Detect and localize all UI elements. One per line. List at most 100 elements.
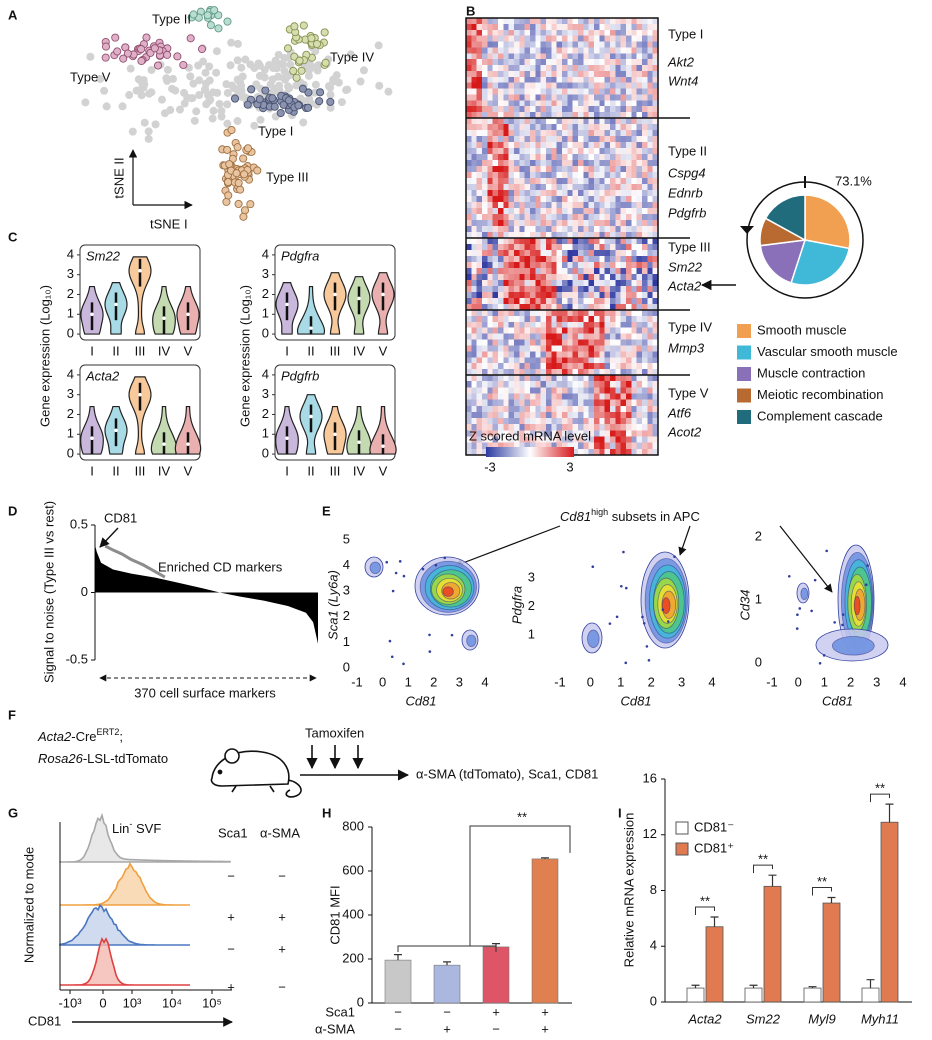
heatmap-cell: [514, 124, 520, 131]
heatmap-cell: [492, 369, 499, 376]
heatmap-cell: [466, 375, 472, 382]
heatmap-cell: [572, 232, 579, 239]
heatmap-cell: [482, 333, 488, 340]
heatmap-cell: [535, 411, 541, 419]
heatmap-cell: [514, 178, 520, 185]
heatmap-cell: [471, 184, 477, 191]
heatmap-cell: [636, 250, 643, 257]
heatmap-cell: [636, 244, 643, 251]
heatmap-cell: [535, 315, 541, 323]
heatmap-cell: [503, 268, 509, 275]
heatmap-cell: [524, 172, 531, 179]
heatmap-cell: [530, 214, 536, 221]
heatmap-cell: [588, 393, 595, 400]
bar: [433, 964, 461, 1004]
heatmap-cell: [535, 268, 541, 275]
heatmap-cell: [492, 190, 499, 197]
heatmap-cell: [652, 154, 659, 161]
heatmap-cell: [471, 106, 477, 113]
heatmap-cell: [540, 262, 547, 269]
heatmap-cell: [636, 35, 643, 42]
heatmap-cell: [631, 94, 637, 101]
heatmap-cell: [610, 399, 616, 407]
heatmap-cell: [524, 136, 531, 143]
heatmap-cell: [492, 29, 499, 36]
heatmap-cell: [642, 256, 648, 263]
heatmap-cell: [647, 53, 653, 60]
heatmap-cell: [556, 418, 563, 425]
heatmap-cell: [466, 76, 472, 84]
heatmap-cell: [631, 292, 637, 299]
heatmap-cell: [620, 369, 627, 376]
background-cell: [343, 85, 352, 94]
heatmap-cell: [492, 166, 499, 173]
heatmap-cell: [503, 238, 509, 245]
heatmap-cell: [556, 23, 563, 31]
heatmap-cell: [471, 418, 477, 425]
heatmap-cell: [535, 148, 541, 155]
heatmap-cell: [642, 172, 648, 179]
row-label: α-SMA: [315, 1021, 355, 1036]
bar: [803, 987, 822, 1003]
heatmap-cell: [503, 59, 509, 66]
heatmap-cell: [471, 190, 477, 197]
x-tick-label: III: [135, 343, 146, 358]
heatmap-cell: [551, 178, 557, 185]
heatmap-cell: [471, 321, 477, 329]
heatmap-cell: [647, 41, 653, 48]
heatmap-cell: [652, 268, 659, 275]
heatmap-cell: [519, 327, 525, 334]
heatmap-cell: [556, 339, 563, 346]
heatmap-cell: [556, 268, 563, 275]
heatmap-cell: [466, 448, 472, 456]
heatmap-cell: [466, 274, 472, 281]
heatmap-cell: [508, 345, 515, 352]
heatmap-cell: [508, 136, 515, 143]
heatmap-cell: [562, 202, 568, 209]
heatmap-cell: [578, 310, 584, 317]
text-part: ;: [119, 729, 123, 744]
y-tick-label: 5: [343, 531, 350, 546]
heatmap-cell: [519, 136, 525, 143]
heatmap-cell: [642, 130, 648, 137]
heatmap-cell: [599, 430, 605, 437]
heatmap-cell: [610, 345, 616, 352]
heatmap-cell: [524, 106, 531, 113]
cluster-label: Type II: [152, 11, 191, 26]
heatmap-cell: [642, 166, 648, 173]
heatmap-cell: [476, 47, 483, 54]
heatmap-cell: [626, 160, 632, 167]
y-tick-label: 0: [343, 659, 350, 674]
background-cell: [384, 87, 393, 96]
heatmap-cell: [594, 208, 600, 215]
heatmap-cell: [594, 387, 600, 394]
heatmap-cell: [530, 345, 536, 352]
heatmap-cell: [508, 304, 515, 311]
background-cell: [269, 63, 278, 72]
heatmap-cell: [620, 220, 627, 227]
heatmap-cell: [482, 405, 488, 413]
heatmap-cell: [492, 82, 499, 89]
heatmap-cell: [524, 363, 531, 370]
heatmap-cell: [551, 136, 557, 143]
heatmap-cell: [652, 82, 659, 89]
heatmap-cell: [492, 375, 499, 382]
heatmap-cell: [535, 238, 541, 245]
heatmap-cell: [626, 442, 632, 450]
significance: **: [517, 809, 527, 824]
heatmap-cell: [610, 268, 616, 275]
heatmap-cell: [567, 298, 573, 305]
heatmap-cell: [476, 29, 483, 36]
type-label: Type IV: [668, 319, 712, 334]
heatmap-cell: [466, 286, 472, 293]
heatmap-cell: [508, 244, 515, 251]
heatmap-cell: [636, 418, 643, 425]
heatmap: [466, 18, 659, 456]
heatmap-cell: [482, 202, 488, 209]
heatmap-cell: [519, 244, 525, 251]
heatmap-cell: [562, 41, 568, 48]
heatmap-cell: [567, 88, 573, 95]
heatmap-cell: [540, 345, 547, 352]
heatmap-cell: [642, 393, 648, 400]
heatmap-cell: [599, 442, 605, 450]
